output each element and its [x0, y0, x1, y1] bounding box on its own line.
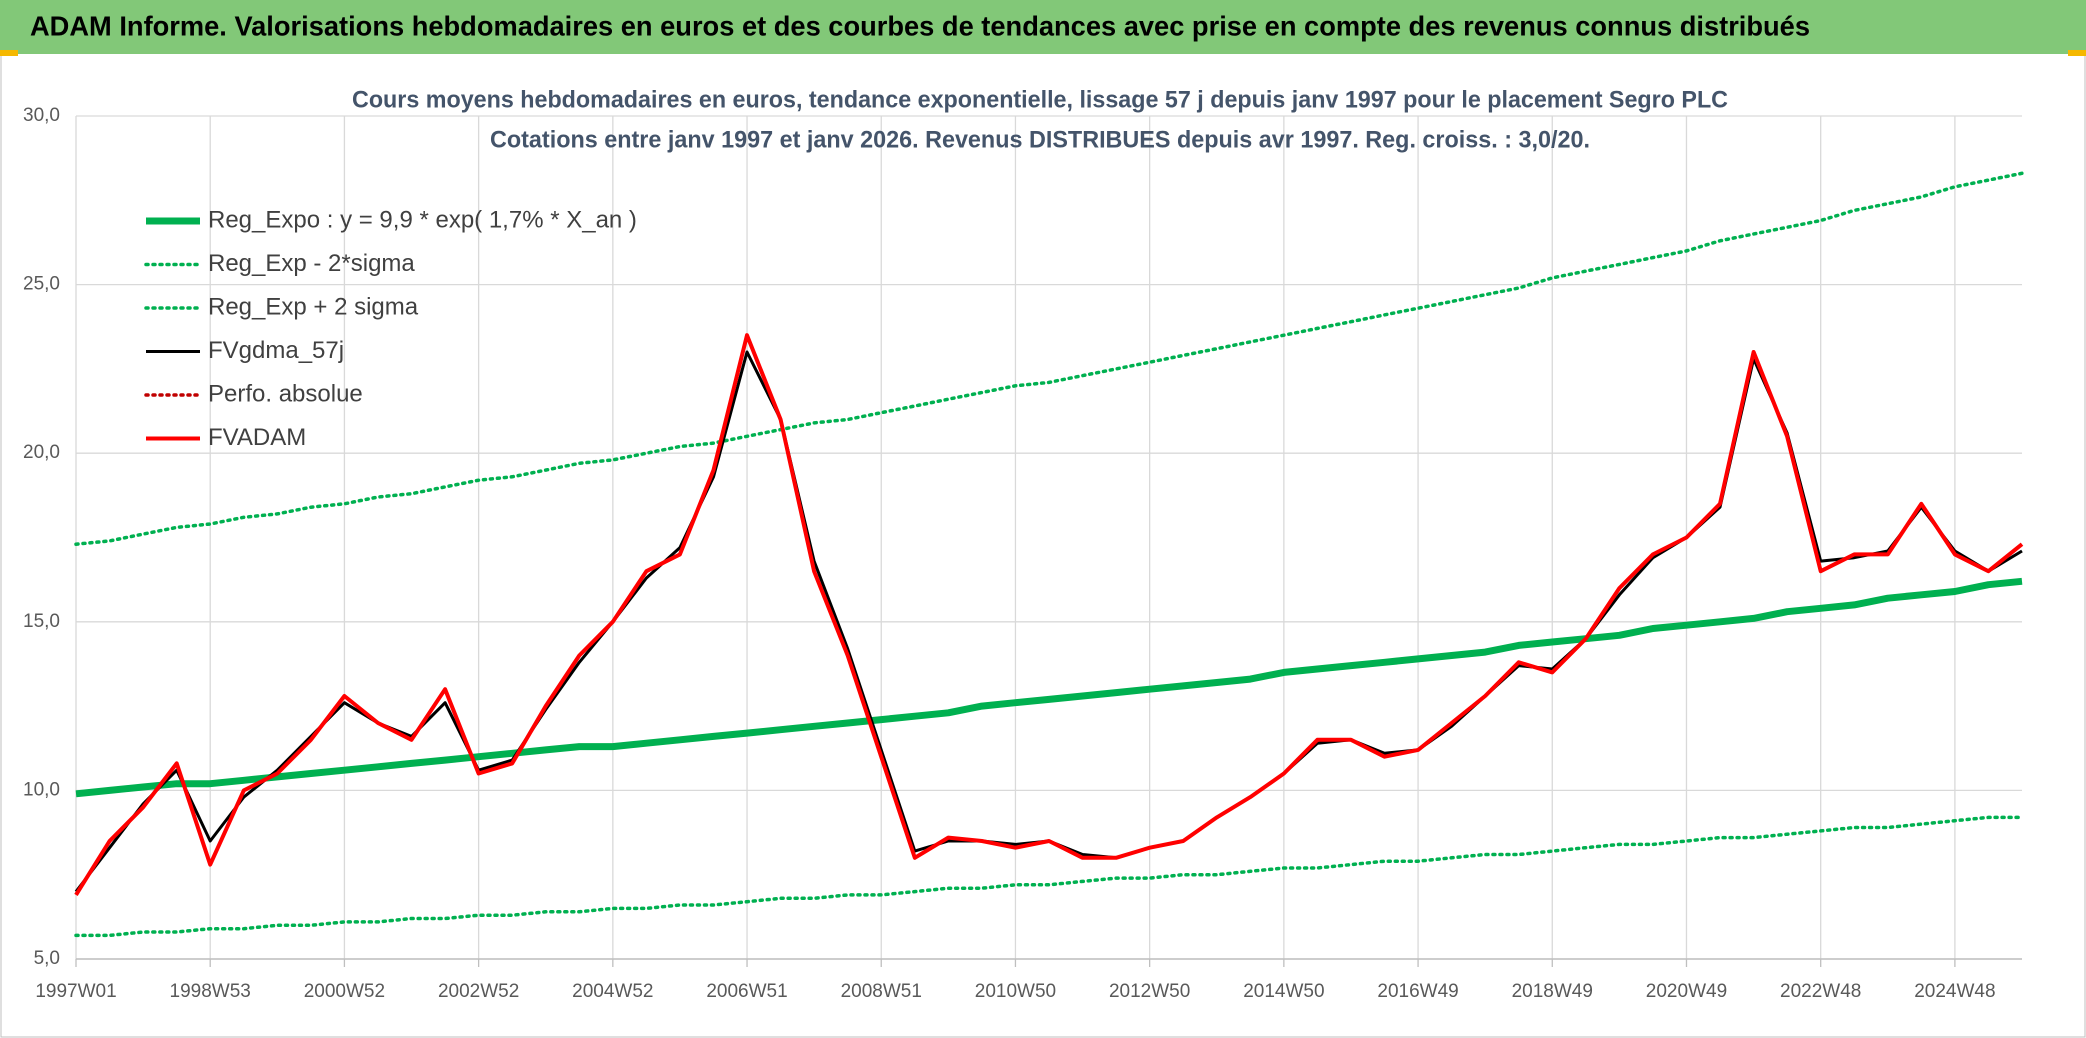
legend-label: Reg_Exp + 2 sigma: [208, 293, 419, 320]
y-tick-label: 30,0: [23, 105, 60, 126]
x-tick-label: 1998W53: [170, 981, 251, 1002]
y-tick-label: 5,0: [34, 948, 60, 969]
plot: 5,0 10,0 15,0 20,0 25,0 30,0 1997W01 1998W53 200…: [23, 105, 2024, 1002]
x-tick-label: 2024W48: [1914, 981, 1995, 1002]
x-tick-label: 1997W01: [35, 981, 116, 1002]
x-tick-label: 2022W48: [1780, 981, 1861, 1002]
y-tick-label: 20,0: [23, 442, 60, 463]
x-tick-label: 2008W51: [841, 981, 922, 1002]
x-tick-label: 2006W51: [706, 981, 787, 1002]
legend-label: Perfo. absolue: [208, 380, 363, 407]
legend-label: FVgdma_57j: [208, 337, 344, 364]
series-line: [75, 577, 2023, 798]
x-tick-label: 2010W50: [975, 981, 1056, 1002]
header-bar: [0, 0, 2086, 54]
x-tick-label: 2004W52: [572, 981, 653, 1002]
y-tick-label: 25,0: [23, 274, 60, 295]
x-tick-label: 2002W52: [438, 981, 519, 1002]
legend-label: Reg_Exp - 2*sigma: [208, 250, 415, 277]
x-tick-label: 2016W49: [1377, 981, 1458, 1002]
legend-label: FVADAM: [208, 424, 306, 451]
legend-label: Reg_Expo : y = 9,9 * exp( 1,7% * X_an ): [208, 206, 637, 233]
series-line: [74, 333, 2024, 896]
header-title: ADAM Informe. Valorisations hebdomadaire…: [30, 10, 1810, 41]
x-tick-label: 2014W50: [1243, 981, 1324, 1002]
x-tick-label: 2020W49: [1646, 981, 1727, 1002]
y-tick-label: 15,0: [23, 611, 60, 632]
chart-subtitle: Cotations entre janv 1997 et janv 2026. …: [490, 126, 1590, 153]
corner: [0, 50, 18, 56]
corner: [2068, 50, 2086, 56]
x-tick-label: 2000W52: [304, 981, 385, 1002]
series-line: [74, 171, 2024, 546]
y-tick-label: 10,0: [23, 779, 60, 800]
chart-title: Cours moyens hebdomadaires en euros, ten…: [352, 86, 1728, 113]
x-tick-label: 2012W50: [1109, 981, 1190, 1002]
legend: Reg_Expo : y = 9,9 * exp( 1,7% * X_an ) R…: [144, 206, 637, 451]
x-tick-label: 2018W49: [1512, 981, 1593, 1002]
series-line: [74, 815, 2024, 938]
